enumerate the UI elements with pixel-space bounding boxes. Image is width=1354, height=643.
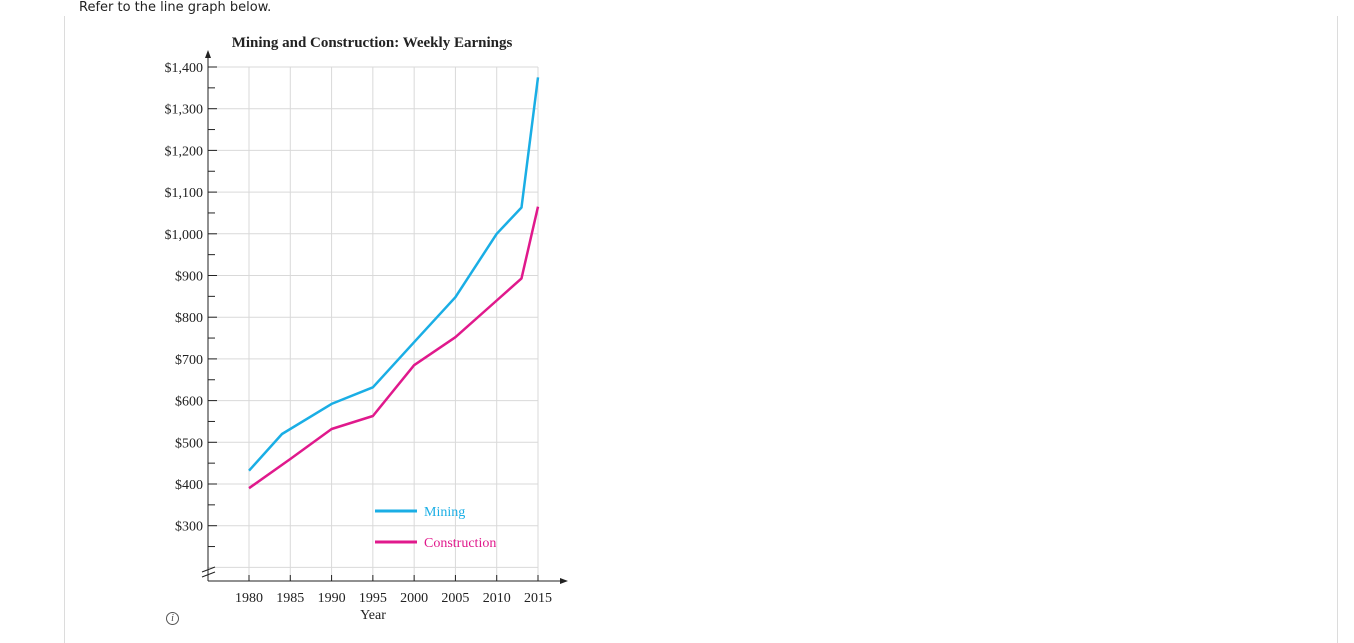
x-tick-label: 1985 (276, 591, 304, 606)
y-tick-label: $1,100 (165, 186, 204, 201)
axis-break-mark (201, 566, 216, 578)
y-tick-label: $800 (175, 311, 203, 326)
axes (201, 50, 568, 584)
y-tick-label: $900 (175, 270, 203, 285)
x-axis-label: Year (360, 608, 386, 623)
y-tick-label: $500 (175, 436, 203, 451)
chart-title: Mining and Construction: Weekly Earnings (232, 35, 513, 51)
y-tick-label: $300 (175, 520, 203, 535)
series-line-mining (248, 77, 540, 472)
x-tick-label: 1980 (235, 591, 263, 606)
x-tick-label: 2015 (524, 591, 552, 606)
y-axis-arrow (205, 50, 211, 58)
legend-label-mining: Mining (424, 505, 465, 520)
x-tick-label: 2010 (483, 591, 511, 606)
grid (208, 66, 539, 581)
x-tick-label: 1990 (318, 591, 346, 606)
y-tick-label: $600 (175, 395, 203, 410)
y-tick-labels: $300 $400 $500 $600 $700 $800 $900 $1,000 $1,100… (165, 61, 204, 535)
y-tick-label: $400 (175, 478, 203, 493)
x-axis-arrow (560, 578, 568, 584)
series-lines (248, 77, 540, 490)
y-tick-label: $700 (175, 353, 203, 368)
y-tick-label: $1,200 (165, 144, 204, 159)
y-tick-label: $1,400 (165, 61, 204, 76)
x-tick-labels: 1980 1985 1990 1995 2000 2005 2010 2015 (235, 591, 552, 606)
content-panel (64, 16, 1338, 643)
x-tick-label: 2000 (400, 591, 428, 606)
legend: Mining Construction (375, 505, 496, 551)
series-line-construction (248, 206, 540, 490)
legend-label-construction: Construction (424, 536, 496, 551)
x-tick-label: 1995 (359, 591, 387, 606)
info-icon[interactable]: i (166, 612, 179, 625)
y-tick-label: $1,300 (165, 103, 204, 118)
y-tick-label: $1,000 (165, 228, 204, 243)
question-prompt: Refer to the line graph below. (79, 0, 272, 15)
x-tick-label: 2005 (441, 591, 469, 606)
